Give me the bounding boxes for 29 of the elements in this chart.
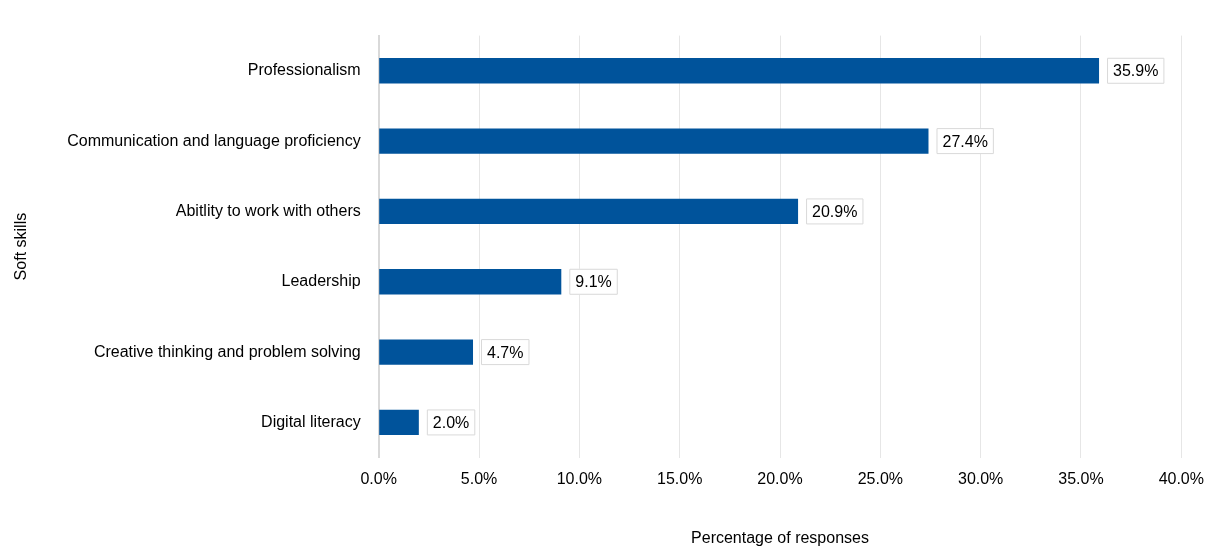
y-tick-label: Professionalism [247, 61, 361, 79]
x-tick-label: 35.0% [1058, 469, 1104, 487]
data-label: 2.0% [432, 413, 470, 431]
x-tick-label: 0.0% [360, 469, 397, 487]
bar [379, 198, 799, 225]
y-tick-label: Creative thinking and problem solving [93, 342, 361, 360]
x-tick-label: 30.0% [957, 469, 1004, 487]
y-tick-label: Abitlity to work with others [175, 201, 361, 219]
bar [379, 409, 419, 436]
x-tick-label: 20.0% [757, 469, 803, 487]
bar [379, 58, 1100, 84]
x-tick-label: 10.0% [556, 469, 603, 487]
x-tick-label: 25.0% [857, 469, 904, 487]
x-axis-title: Percentage of responses [691, 528, 869, 546]
bar [379, 269, 562, 295]
bar [379, 128, 929, 154]
bar [379, 339, 474, 365]
data-label: 20.9% [812, 202, 858, 220]
y-axis-title: Soft skills [12, 212, 30, 281]
x-tick-label: 15.0% [657, 469, 703, 487]
data-label: 27.4% [942, 132, 988, 150]
y-tick-label: Digital literacy [261, 412, 361, 430]
data-label: 9.1% [575, 273, 612, 291]
y-tick-label: Communication and language proficiency [67, 131, 361, 149]
x-tick-label: 5.0% [460, 469, 498, 487]
data-label: 4.7% [487, 343, 524, 361]
y-tick-label: Leadership [281, 272, 361, 290]
x-tick-label: 40.0% [1158, 469, 1204, 487]
data-label: 35.9% [1113, 62, 1159, 80]
